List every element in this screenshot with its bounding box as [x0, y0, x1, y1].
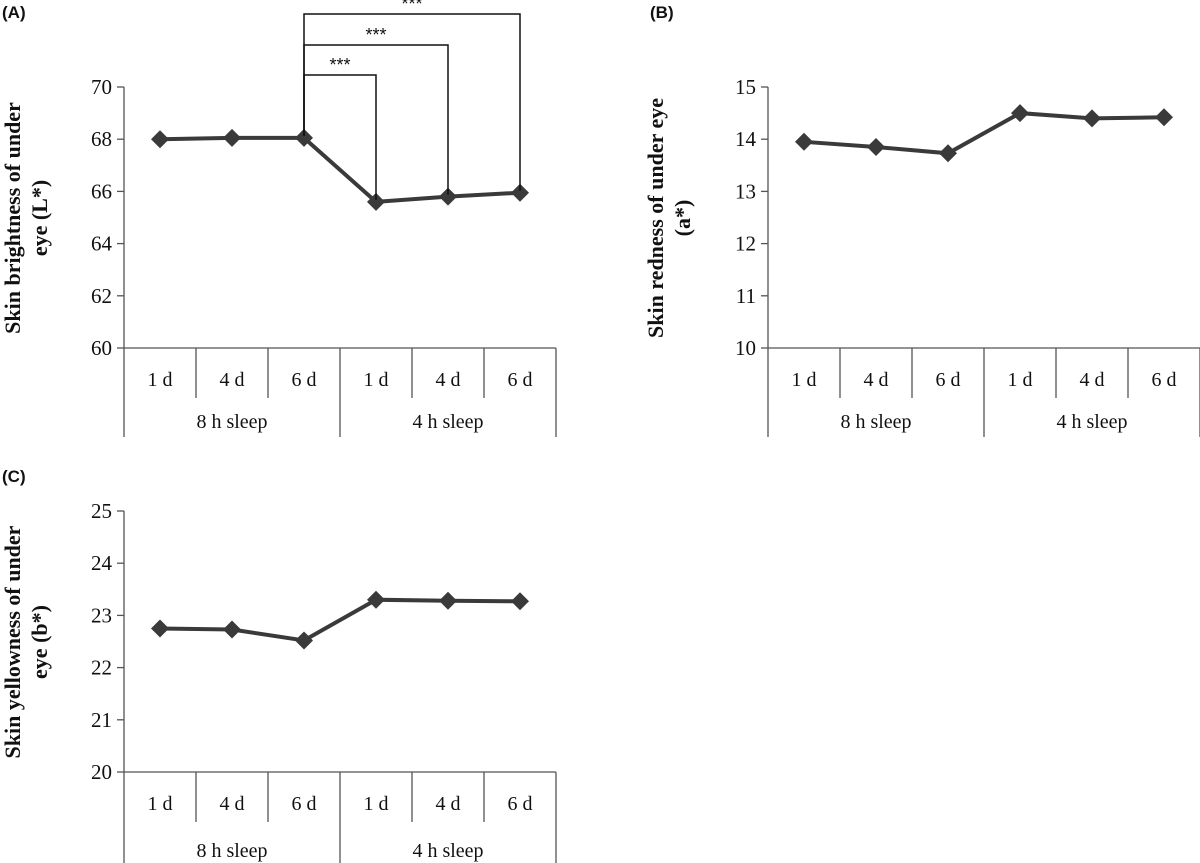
y-axis-label-line: Skin redness of under eye	[643, 98, 668, 338]
y-tick-label: 12	[735, 232, 756, 256]
y-tick-label: 10	[735, 336, 756, 360]
y-tick-label: 60	[91, 336, 112, 360]
x-category-label: 4 d	[864, 369, 889, 391]
data-point-marker	[1011, 104, 1029, 123]
y-tick-label: 70	[91, 75, 112, 99]
x-group-label: 4 h sleep	[1056, 411, 1127, 433]
data-point-marker	[295, 631, 313, 650]
data-point-marker	[439, 591, 457, 610]
y-axis-label-line: eye (b*)	[27, 605, 52, 679]
x-category-label: 6 d	[292, 793, 317, 815]
data-point-marker	[223, 128, 241, 147]
x-category-label: 4 d	[220, 369, 245, 391]
data-point-marker	[439, 187, 457, 206]
data-series-line	[159, 135, 521, 204]
y-axis-label-line: eye (L*)	[27, 180, 52, 256]
y-tick-label: 64	[91, 232, 113, 256]
data-point-marker	[511, 183, 529, 202]
data-point-marker	[511, 592, 529, 611]
significance-label: ***	[329, 55, 350, 75]
data-point-marker	[151, 619, 169, 638]
x-category-label: 6 d	[508, 369, 533, 391]
x-category-label: 6 d	[292, 369, 317, 391]
y-tick-label: 22	[91, 656, 112, 680]
y-tick-label: 14	[735, 127, 757, 151]
panel-label: (B)	[650, 3, 674, 22]
x-group-label: 8 h sleep	[840, 411, 911, 433]
y-tick-label: 23	[91, 603, 112, 627]
x-category-label: 4 d	[220, 793, 245, 815]
data-point-marker	[867, 138, 885, 157]
data-point-marker	[939, 144, 957, 163]
y-axis-label: Skin brightness of undereye (L*)	[0, 102, 52, 334]
y-tick-label: 66	[91, 179, 112, 203]
x-category-label: 4 d	[1080, 369, 1105, 391]
x-category-label: 1 d	[364, 369, 389, 391]
significance-bracket	[303, 74, 377, 200]
y-tick-label: 25	[91, 499, 112, 523]
y-tick-label: 11	[736, 284, 756, 308]
y-tick-label: 62	[91, 284, 112, 308]
panel-c: (C) 20 21 22 23 24 25 Skin yellowness of undere…	[0, 467, 557, 863]
y-tick-label: 13	[735, 179, 756, 203]
x-category-label: 1 d	[148, 793, 173, 815]
panel-label: (C)	[2, 467, 26, 486]
significance-bracket	[303, 13, 521, 191]
y-axis-label-line: (a*)	[670, 200, 695, 237]
y-tick-label: 68	[91, 127, 112, 151]
data-point-marker	[367, 590, 385, 609]
y-axis-label: Skin yellowness of undereye (b*)	[0, 525, 52, 758]
y-tick-label: 20	[91, 760, 112, 784]
x-group-label: 4 h sleep	[412, 411, 483, 433]
panel-a: (A) 60 62 64 66 68 70 Skin brightness of undere…	[0, 0, 557, 437]
x-category-label: 1 d	[792, 369, 817, 391]
x-category-label: 4 d	[436, 793, 461, 815]
x-group-label: 8 h sleep	[196, 411, 267, 433]
y-tick-label: 21	[91, 708, 112, 732]
data-point-marker	[223, 620, 241, 639]
data-point-marker	[151, 130, 169, 149]
panel-b: (B) 10 11 12 13 14 15 Skin redness of under eye…	[643, 3, 1200, 437]
x-category-label: 6 d	[936, 369, 961, 391]
data-series-line	[159, 597, 521, 643]
x-category-label: 1 d	[364, 793, 389, 815]
data-point-marker	[295, 128, 313, 147]
x-category-label: 4 d	[436, 369, 461, 391]
data-point-marker	[1155, 108, 1173, 127]
panel-label: (A)	[2, 3, 26, 22]
y-axis-label: Skin redness of under eye(a*)	[643, 98, 695, 338]
x-group-label: 8 h sleep	[196, 840, 267, 862]
y-tick-label: 15	[735, 75, 756, 99]
data-point-marker	[795, 132, 813, 151]
significance-label: ***	[365, 25, 386, 45]
x-category-label: 1 d	[148, 369, 173, 391]
x-category-label: 6 d	[1152, 369, 1177, 391]
y-tick-label: 24	[91, 551, 113, 575]
y-axis-label-line: Skin brightness of under	[0, 102, 25, 334]
x-category-label: 6 d	[508, 793, 533, 815]
y-axis-label-line: Skin yellowness of under	[0, 525, 25, 758]
significance-label: ***	[401, 0, 422, 14]
data-point-marker	[367, 192, 385, 211]
data-point-marker	[1083, 109, 1101, 128]
x-group-label: 4 h sleep	[412, 840, 483, 862]
x-category-label: 1 d	[1008, 369, 1033, 391]
data-series-line	[803, 111, 1165, 156]
